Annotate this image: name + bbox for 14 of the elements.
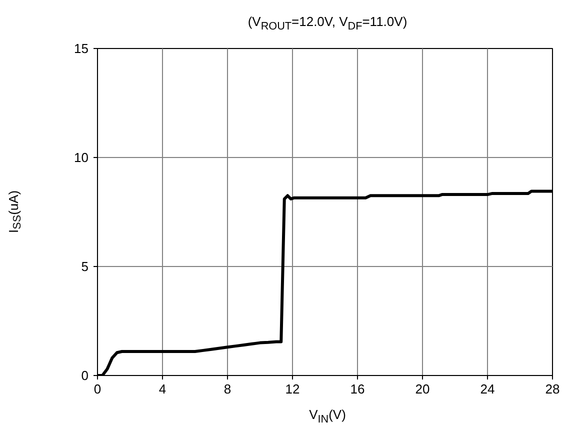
x-tick-label: 24 <box>480 382 495 396</box>
x-tick-label: 28 <box>545 382 560 396</box>
y-tick-label: 5 <box>81 259 89 274</box>
y-tick-label: 0 <box>81 368 89 383</box>
y-tick-label: 10 <box>74 150 89 165</box>
x-tick-label: 20 <box>415 382 430 396</box>
x-tick-label: 12 <box>285 382 300 396</box>
x-tick-label: 8 <box>224 382 232 396</box>
x-tick-label: 16 <box>350 382 365 396</box>
chart-title: (V$_{ROUT}$=12.0V, V$_{DF}$=11.0V) <box>248 13 408 35</box>
y-tick-label: 15 <box>74 41 89 56</box>
x-tick-label: 4 <box>158 382 166 396</box>
x-axis-title: V$_{IN}$(V) <box>309 406 346 425</box>
x-tick-label: 0 <box>94 382 102 396</box>
